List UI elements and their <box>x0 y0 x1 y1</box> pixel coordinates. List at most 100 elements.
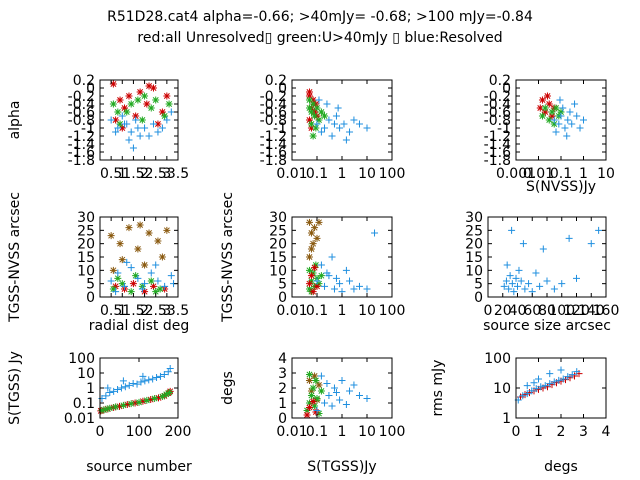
y-tick-label: 0 <box>474 290 483 306</box>
data-point <box>129 280 137 288</box>
y-tick-label: -1.4 <box>68 137 95 153</box>
y-tick-label: 25 <box>77 223 95 239</box>
y-tick-label: -1.6 <box>260 145 287 161</box>
x-tick-label: 200 <box>165 424 192 440</box>
data-point <box>305 371 313 378</box>
data-point <box>561 124 569 132</box>
data-point <box>538 96 546 104</box>
y-tick-label: 0.2 <box>265 73 287 89</box>
data-point <box>160 370 168 378</box>
data-point <box>305 253 313 261</box>
y-axis-label: rms mJy <box>430 360 446 417</box>
data-point <box>336 280 344 288</box>
data-point <box>139 372 147 380</box>
data-point <box>104 384 112 392</box>
data-point <box>321 399 329 407</box>
y-tick-label: 10 <box>77 263 95 279</box>
x-axis-label: degs <box>544 459 578 475</box>
y-tick-label: 10 <box>269 263 287 279</box>
data-point <box>114 274 122 282</box>
data-point <box>309 240 317 248</box>
x-tick-label: 3 <box>579 424 588 440</box>
y-tick-label: -1.8 <box>484 153 511 169</box>
x-tick-label: 2.5 <box>145 303 167 319</box>
y-tick-label: -1.8 <box>68 153 95 169</box>
y-tick-label: -0.4 <box>484 97 511 113</box>
data-point <box>127 128 135 136</box>
data-point <box>312 377 320 384</box>
x-tick-label: 1 <box>338 303 347 319</box>
data-point <box>521 285 529 293</box>
data-point <box>141 261 149 269</box>
data-point <box>525 280 533 288</box>
data-point <box>557 108 565 116</box>
data-point <box>129 144 137 152</box>
data-point <box>350 381 358 389</box>
data-point <box>107 232 115 240</box>
x-tick-label: 120 <box>563 303 590 319</box>
data-point <box>568 371 576 379</box>
data-point <box>129 379 137 387</box>
data-point <box>325 116 333 124</box>
data-point <box>528 387 536 395</box>
data-point <box>167 272 175 280</box>
data-point <box>147 396 155 404</box>
data-point <box>156 372 164 380</box>
data-point <box>315 410 323 417</box>
data-point <box>508 226 516 234</box>
data-point <box>102 405 110 413</box>
data-point <box>163 92 171 100</box>
data-point <box>147 104 155 112</box>
data-point <box>548 108 556 116</box>
y-tick-label: -0.8 <box>260 113 287 129</box>
y-tick-label: -0.4 <box>260 97 287 113</box>
x-tick-label: 3.5 <box>167 303 189 319</box>
y-tick-label: -0.8 <box>68 113 95 129</box>
data-point <box>305 280 313 288</box>
data-point <box>141 124 149 132</box>
y-tick-label: 5 <box>278 277 287 293</box>
data-point <box>313 277 321 285</box>
data-point <box>555 120 563 128</box>
x-tick-label: 3 <box>162 166 171 182</box>
data-point <box>118 112 126 120</box>
x-tick-label: 100 <box>126 424 153 440</box>
data-point <box>305 377 313 384</box>
data-point <box>141 288 149 296</box>
data-point <box>145 376 153 384</box>
data-point <box>303 407 311 414</box>
data-point <box>112 128 120 136</box>
x-tick-label: 0 <box>512 424 521 440</box>
data-point <box>313 395 321 402</box>
x-tick-label: 160 <box>593 303 620 319</box>
data-point <box>317 108 325 116</box>
y-tick-label: 0.2 <box>73 73 95 89</box>
data-point <box>134 96 142 104</box>
data-point <box>313 120 321 128</box>
y-tick-label: -0.6 <box>484 105 511 121</box>
data-point <box>317 372 325 380</box>
data-point <box>134 245 142 253</box>
data-point <box>110 387 118 395</box>
y-tick-label: -0.8 <box>484 113 511 129</box>
data-point <box>552 104 560 112</box>
y-tick-label: -1.2 <box>68 129 95 145</box>
y-tick-label: 15 <box>77 250 95 266</box>
data-point <box>107 277 115 285</box>
data-point <box>151 394 159 402</box>
data-point <box>330 120 338 128</box>
data-point <box>307 387 315 395</box>
data-point <box>123 108 131 116</box>
x-tick-label: 1 <box>579 166 588 182</box>
data-point <box>303 411 311 419</box>
x-tick-label: 0.1 <box>306 424 328 440</box>
data-point <box>305 404 313 411</box>
data-point <box>519 240 527 248</box>
data-point <box>350 116 358 124</box>
data-point <box>137 378 145 386</box>
data-point <box>165 389 173 397</box>
data-point <box>106 404 114 412</box>
data-point <box>158 253 166 261</box>
